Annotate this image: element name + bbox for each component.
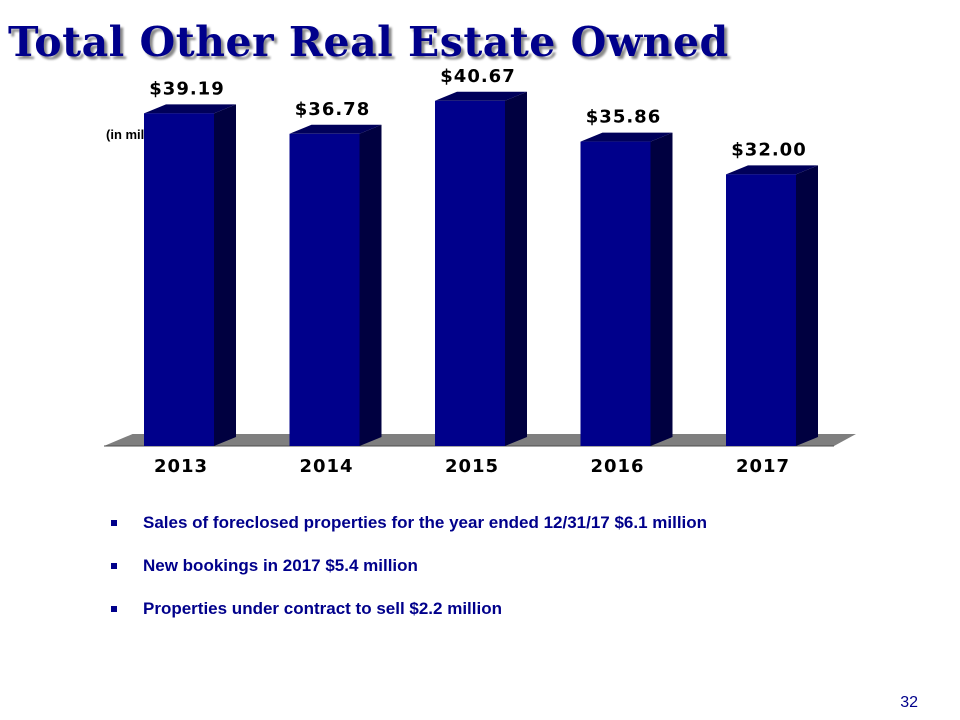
x-tick-label-2015: 2015 [445, 456, 499, 477]
bar-side-2014 [359, 124, 382, 447]
bullet-item-under-contract: Properties under contract to sell $2.2 m… [108, 591, 707, 634]
bullet-text: Properties under contract to sell $2.2 m… [143, 599, 502, 618]
slide-title: Total Other Real Estate Owned [8, 18, 729, 66]
bar-2016 [580, 141, 651, 446]
bar-side-2017 [796, 165, 818, 446]
x-tick-label-2013: 2013 [154, 456, 208, 477]
square-bullet-icon [111, 520, 117, 526]
bar-side-2015 [505, 91, 527, 446]
bullet-text: Sales of foreclosed properties for the y… [143, 513, 708, 532]
bullet-text: New bookings in 2017 $5.4 million [143, 556, 418, 575]
bar-top-2013 [144, 104, 236, 114]
data-label-2015: $40.67 [440, 66, 515, 87]
x-tick-label-2016: 2016 [590, 456, 644, 477]
bullet-item-foreclosed-sales: Sales of foreclosed properties for the y… [108, 505, 707, 548]
bar-top-2015 [435, 91, 527, 101]
x-tick-label-2014: 2014 [299, 456, 353, 477]
bar-top-2016 [580, 132, 673, 142]
data-label-2016: $35.86 [586, 107, 661, 128]
bar-top-2014 [289, 124, 382, 134]
square-bullet-icon [111, 563, 117, 569]
bar-2017 [726, 174, 796, 446]
x-tick-label-2017: 2017 [736, 456, 790, 477]
bullet-item-new-bookings: New bookings in 2017 $5.4 million [108, 548, 707, 591]
bar-2013 [144, 113, 214, 447]
data-label-2014: $36.78 [295, 99, 370, 120]
page-number: 32 [900, 694, 918, 711]
bar-side-2013 [214, 104, 236, 447]
bar-2015 [435, 100, 505, 446]
data-label-2013: $39.19 [149, 78, 224, 99]
bar-top-2017 [726, 165, 818, 175]
bar-2014 [289, 133, 360, 446]
bar-chart: $39.19 2013 $36.78 2014 $40.67 2015 $35.86 2016… [104, 66, 856, 477]
bar-side-2016 [650, 132, 673, 446]
square-bullet-icon [111, 606, 117, 612]
bullet-list: Sales of foreclosed properties for the y… [108, 505, 707, 634]
data-label-2017: $32.00 [731, 139, 806, 160]
